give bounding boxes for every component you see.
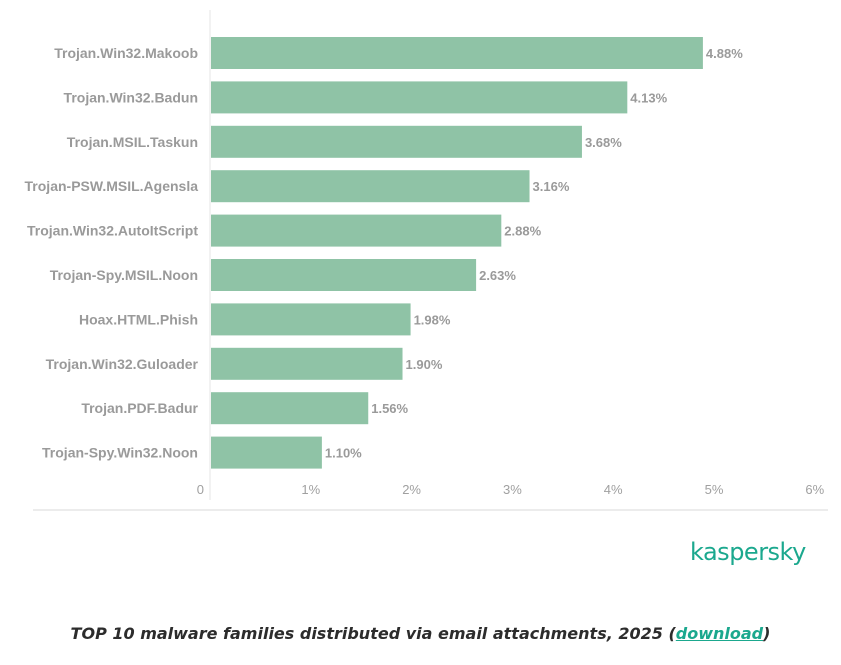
value-label-trojan-psw-msil-agensla: 3.16%	[533, 179, 570, 194]
value-label-trojan-pdf-badur: 1.56%	[371, 401, 408, 416]
category-label-trojan-psw-msil-agensla: Trojan-PSW.MSIL.Agensla	[25, 178, 199, 194]
value-label-hoax-html-phish: 1.98%	[414, 312, 451, 327]
bar-hoax-html-phish	[211, 303, 411, 336]
x-tick-label-6: 6%	[805, 482, 824, 497]
category-label-trojan-win32-makoob: Trojan.Win32.Makoob	[54, 45, 198, 61]
value-label-trojan-win32-badun: 4.13%	[630, 90, 667, 105]
x-tick-label-0: 0	[197, 482, 204, 497]
value-label-trojan-spy-msil-noon: 2.63%	[479, 268, 516, 283]
bar-trojan-msil-taskun	[211, 125, 582, 158]
bar-trojan-pdf-badur	[211, 392, 369, 425]
value-label-trojan-win32-autoitscript: 2.88%	[504, 224, 541, 239]
bar-trojan-win32-guloader	[211, 347, 403, 380]
caption-text: TOP 10 malware families distributed via …	[70, 624, 676, 643]
category-label-trojan-win32-guloader: Trojan.Win32.Guloader	[46, 356, 199, 372]
bar-chart: Trojan.Win32.Makoob 4.88% Trojan.Win32.Bad…	[25, 10, 828, 511]
x-axis-ticks: 0 1% 2% 3% 4% 5% 6%	[197, 482, 825, 497]
category-label-trojan-msil-taskun: Trojan.MSIL.Taskun	[67, 134, 198, 150]
bar-trojan-win32-autoitscript	[211, 214, 502, 247]
x-tick-label-4: 4%	[604, 482, 623, 497]
x-tick-label-1: 1%	[301, 482, 320, 497]
bar-trojan-win32-makoob	[211, 37, 703, 69]
download-link[interactable]: download	[675, 624, 764, 643]
value-label-trojan-win32-makoob: 4.88%	[706, 46, 743, 61]
bar-trojan-spy-msil-noon	[211, 259, 477, 291]
x-tick-label-3: 3%	[503, 482, 522, 497]
caption-suffix: )	[763, 624, 771, 643]
category-label-hoax-html-phish: Hoax.HTML.Phish	[79, 311, 198, 327]
bar-trojan-psw-msil-agensla	[211, 170, 530, 203]
category-label-trojan-pdf-badur: Trojan.PDF.Badur	[81, 400, 198, 416]
value-label-trojan-win32-guloader: 1.90%	[406, 357, 443, 372]
value-label-trojan-msil-taskun: 3.68%	[585, 135, 622, 150]
chart-caption: TOP 10 malware families distributed via …	[0, 624, 841, 643]
value-label-trojan-spy-win32-noon: 1.10%	[325, 446, 362, 461]
category-label-trojan-win32-autoitscript: Trojan.Win32.AutoItScript	[27, 223, 198, 239]
kaspersky-logo: kaspersky	[690, 538, 806, 566]
x-tick-label-2: 2%	[402, 482, 421, 497]
bar-trojan-spy-win32-noon	[211, 436, 322, 469]
category-label-trojan-win32-badun: Trojan.Win32.Badun	[64, 89, 198, 105]
category-label-trojan-spy-msil-noon: Trojan-Spy.MSIL.Noon	[50, 267, 198, 283]
x-tick-label-5: 5%	[705, 482, 724, 497]
bars-group: Trojan.Win32.Makoob 4.88% Trojan.Win32.Bad…	[25, 37, 743, 469]
category-label-trojan-spy-win32-noon: Trojan-Spy.Win32.Noon	[42, 445, 198, 461]
bar-trojan-win32-badun	[211, 81, 628, 114]
